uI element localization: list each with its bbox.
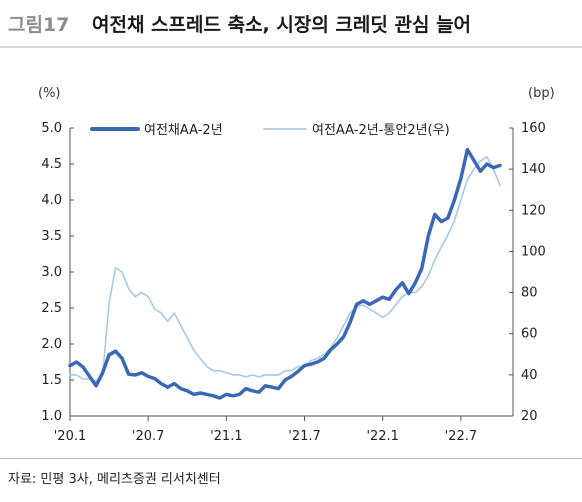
source-divider xyxy=(0,458,582,459)
right-axis-unit: (bp) xyxy=(528,86,555,101)
x-tick-label: '22.1 xyxy=(366,429,399,444)
right-tick-label: 40 xyxy=(521,368,538,383)
x-tick-label: '21.1 xyxy=(210,429,243,444)
x-tick-label: '22.7 xyxy=(445,429,478,444)
right-tick-label: 140 xyxy=(521,162,546,177)
legend-yeojeonchae-label: 여전채AA-2년 xyxy=(144,123,223,138)
legend-spread-label: 여전AA-2년-통안2년(우) xyxy=(312,123,450,138)
left-tick-label: 2.5 xyxy=(41,301,62,316)
right-tick-label: 120 xyxy=(521,203,546,218)
left-tick-label: 3.5 xyxy=(41,229,62,244)
right-tick-label: 20 xyxy=(521,409,538,424)
figure-title: 여전채 스프레드 축소, 시장의 크레딧 관심 늘어 xyxy=(92,14,472,36)
right-tick-label: 100 xyxy=(521,244,546,259)
left-tick-label: 1.5 xyxy=(41,373,62,388)
left-axis-unit: (%) xyxy=(38,86,61,101)
x-tick-label: '20.7 xyxy=(132,429,165,444)
left-tick-label: 2.0 xyxy=(41,337,62,352)
series-line-spread xyxy=(69,156,501,382)
figure-label: 그림17 xyxy=(8,14,70,36)
title-bar: 그림17 여전채 스프레드 축소, 시장의 크레딧 관심 늘어 xyxy=(0,0,582,48)
left-tick-label: 5.0 xyxy=(41,121,62,136)
left-tick-label: 3.0 xyxy=(41,265,62,280)
right-tick-label: 60 xyxy=(521,327,538,342)
x-tick-label: '20.1 xyxy=(54,429,87,444)
right-tick-label: 80 xyxy=(521,286,538,301)
left-tick-label: 4.0 xyxy=(41,193,62,208)
left-tick-label: 4.5 xyxy=(41,157,62,172)
source-note: 자료: 민평 3사, 메리츠증권 리서치센터 xyxy=(8,472,221,487)
left-tick-label: 1.0 xyxy=(41,409,62,424)
x-tick-label: '21.7 xyxy=(288,429,321,444)
series-line-yeojeonchae xyxy=(68,147,502,400)
right-tick-label: 160 xyxy=(521,121,546,136)
